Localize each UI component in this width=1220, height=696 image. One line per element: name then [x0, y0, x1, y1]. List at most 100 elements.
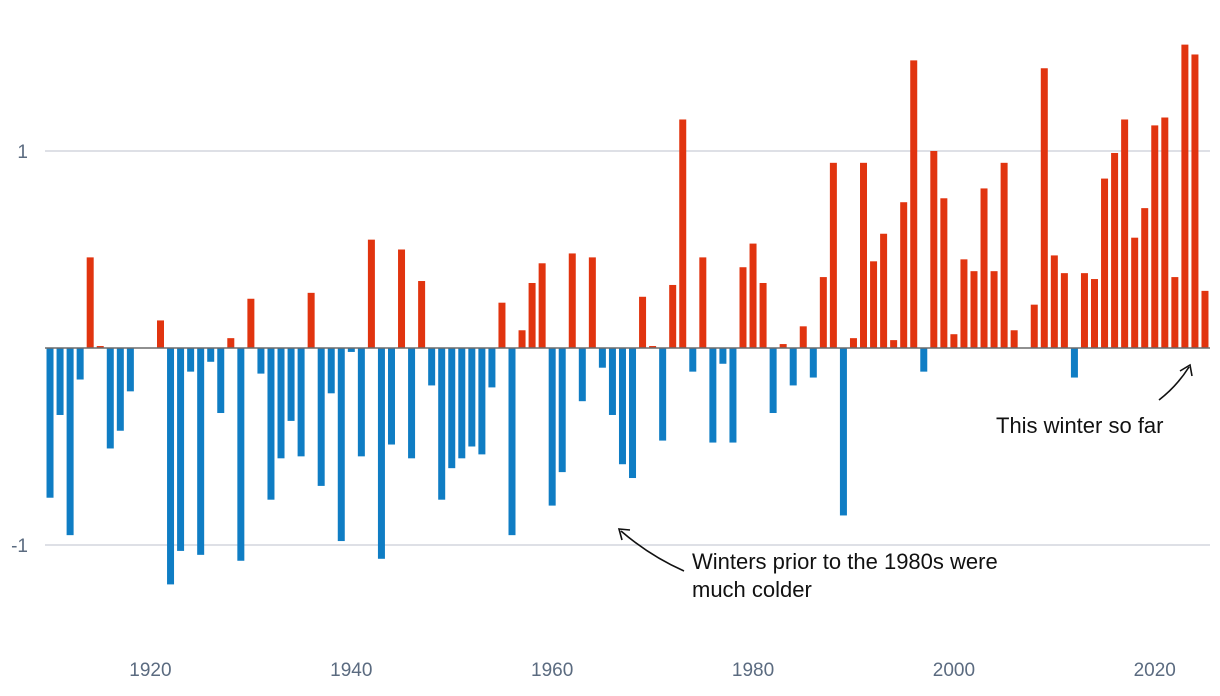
bar-1963 — [578, 348, 586, 402]
bar-1951 — [458, 348, 466, 459]
bar-2002 — [970, 271, 978, 348]
annotation-past-winters: Winters prior to the 1980s were much col… — [617, 528, 998, 602]
bar-2021 — [1161, 117, 1169, 348]
bar-1992 — [870, 261, 878, 348]
bar-2025 — [1201, 290, 1209, 348]
y-tick-label--1: -1 — [11, 536, 28, 557]
bar-1975 — [699, 257, 707, 348]
bar-1955 — [498, 302, 506, 348]
bar-1976 — [709, 348, 717, 443]
bar-1996 — [910, 60, 918, 348]
annotation-past-winters-line2: much colder — [692, 577, 812, 602]
x-tick-label-1920: 1920 — [129, 660, 171, 681]
bar-1961 — [558, 348, 566, 473]
bar-1987 — [819, 277, 827, 348]
bar-1930 — [247, 298, 255, 348]
bar-1910 — [46, 348, 54, 498]
bar-1959 — [538, 263, 546, 348]
bar-2017 — [1121, 119, 1129, 348]
bar-1966 — [608, 348, 616, 415]
bar-1949 — [438, 348, 446, 500]
bar-1973 — [679, 119, 687, 348]
bar-2016 — [1111, 152, 1119, 348]
x-tick-label-1960: 1960 — [531, 660, 573, 681]
bar-1953 — [478, 348, 486, 455]
bar-1971 — [659, 348, 667, 441]
bar-1935 — [297, 348, 305, 457]
bar-1942 — [367, 239, 375, 348]
bar-1941 — [357, 348, 365, 457]
bar-1965 — [598, 348, 606, 368]
bar-1954 — [488, 348, 496, 388]
bar-1968 — [629, 348, 637, 479]
bar-1967 — [618, 348, 626, 465]
bar-1922 — [167, 348, 175, 585]
bar-1937 — [317, 348, 325, 486]
annotation-arrow-current-winter — [1158, 366, 1190, 401]
bar-1989 — [839, 348, 847, 516]
bar-2024 — [1191, 54, 1199, 348]
annotation-arrow-past-winters — [620, 530, 685, 572]
bar-1957 — [518, 330, 526, 348]
x-axis-tick-labels: 1920 1940 1960 1980 2000 2020 — [129, 660, 1176, 681]
bar-1945 — [398, 249, 406, 348]
bar-2005 — [1000, 162, 1008, 348]
y-tick-label-1: 1 — [17, 142, 28, 163]
bar-2019 — [1141, 208, 1149, 348]
bar-1988 — [829, 162, 837, 348]
bar-1964 — [588, 257, 596, 348]
bar-1998 — [930, 151, 938, 348]
x-tick-label-1980: 1980 — [732, 660, 774, 681]
bar-1934 — [287, 348, 295, 421]
bar-1995 — [900, 202, 908, 348]
bar-1948 — [428, 348, 436, 386]
bar-1947 — [418, 281, 426, 348]
bar-1986 — [809, 348, 817, 378]
bar-1950 — [448, 348, 456, 469]
bar-1946 — [408, 348, 416, 459]
bar-1993 — [880, 233, 888, 348]
bar-1926 — [207, 348, 215, 362]
arrowhead-past-winters — [617, 528, 631, 541]
y-axis-tick-labels: -1 1 — [11, 142, 28, 557]
bar-1980 — [749, 243, 757, 348]
bar-1970 — [649, 346, 657, 348]
arrowhead-current-winter — [1179, 363, 1193, 377]
bar-1956 — [508, 348, 516, 536]
bar-2015 — [1101, 178, 1109, 348]
bar-1916 — [106, 348, 114, 449]
bar-1969 — [639, 296, 647, 348]
x-tick-label-1940: 1940 — [330, 660, 372, 681]
bar-2008 — [1030, 304, 1038, 348]
bar-1918 — [126, 348, 134, 392]
bar-1933 — [277, 348, 285, 459]
annotation-current-winter: This winter so far — [996, 363, 1193, 438]
bar-1984 — [789, 348, 797, 386]
annotation-current-winter-text: This winter so far — [996, 413, 1164, 438]
bar-1944 — [387, 348, 395, 445]
bar-2011 — [1060, 273, 1068, 348]
bar-1977 — [719, 348, 727, 364]
bar-2010 — [1050, 255, 1058, 348]
bar-2001 — [960, 259, 968, 348]
bar-2009 — [1040, 68, 1048, 348]
bar-1932 — [267, 348, 275, 500]
bar-1962 — [568, 253, 576, 348]
bar-1913 — [76, 348, 84, 380]
bar-1924 — [187, 348, 195, 372]
bar-1981 — [759, 282, 767, 348]
bar-1952 — [468, 348, 476, 447]
bar-1912 — [66, 348, 74, 536]
bar-1972 — [669, 284, 677, 348]
bar-1999 — [940, 198, 948, 348]
bar-1938 — [327, 348, 335, 394]
bar-1925 — [197, 348, 205, 555]
bar-1928 — [227, 338, 235, 348]
bar-1931 — [257, 348, 265, 374]
bar-2014 — [1091, 279, 1098, 348]
bar-2023 — [1181, 44, 1189, 349]
bars — [46, 44, 1209, 585]
bar-1923 — [177, 348, 185, 551]
bar-1943 — [377, 348, 385, 559]
